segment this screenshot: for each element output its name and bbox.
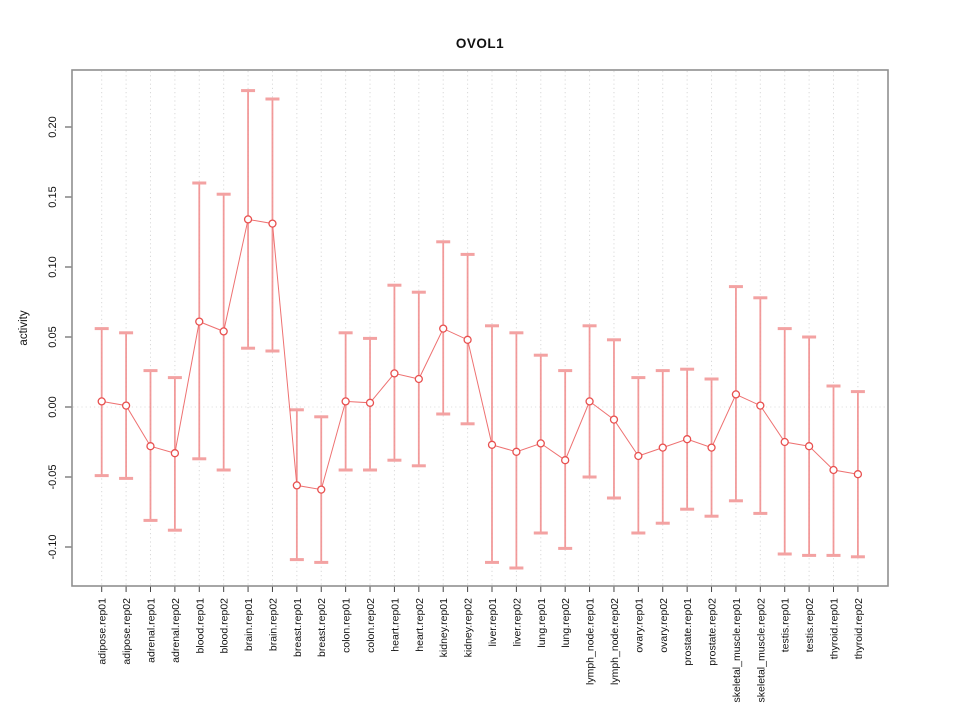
data-point [780, 437, 789, 447]
data-point [390, 369, 399, 378]
x-tick-label: breast.rep01 [292, 598, 304, 657]
x-tick-label: thyroid.rep02 [853, 598, 865, 659]
data-point [853, 470, 863, 479]
data-point [804, 442, 814, 451]
x-tick-label: skeletal_muscle.rep01 [731, 598, 743, 703]
x-tick-label: thyroid.rep01 [829, 598, 841, 659]
data-point [756, 401, 765, 410]
x-tick-label: ovary.rep02 [658, 598, 670, 653]
x-tick-label: adipose.rep02 [121, 598, 133, 665]
data-point [512, 447, 521, 456]
data-point [585, 397, 594, 406]
data-point [97, 397, 106, 406]
data-point [634, 451, 643, 461]
data-point [829, 465, 838, 475]
x-tick-label: testis.rep02 [804, 598, 816, 652]
data-point [317, 485, 326, 494]
data-point [195, 317, 204, 326]
y-tick-label: -0.10 [47, 534, 59, 559]
x-tick-label: testis.rep01 [780, 598, 792, 652]
x-tick-label: heart.rep02 [414, 598, 426, 652]
data-point [170, 449, 180, 458]
x-tick-label: skeletal_muscle.rep02 [755, 598, 767, 703]
data-point [731, 390, 741, 399]
series-line [101, 218, 858, 491]
data-point [414, 374, 423, 384]
x-tick-label: blood.rep02 [219, 598, 231, 654]
data-point [341, 397, 350, 406]
x-tick-label: prostate.rep01 [682, 598, 694, 666]
y-tick-label: 0.05 [47, 326, 59, 347]
x-tick-label: adrenal.rep01 [145, 598, 157, 663]
data-point [561, 456, 570, 465]
x-tick-label: kidney.rep02 [463, 598, 475, 658]
x-tick-label: colon.rep01 [341, 598, 353, 653]
data-point [682, 435, 692, 444]
x-tick-label: kidney.rep01 [438, 598, 450, 658]
x-tick-label: brain.rep02 [267, 598, 279, 651]
data-point [292, 481, 301, 490]
y-tick-label: -0.05 [47, 464, 59, 489]
x-tick-label: lung.rep02 [560, 598, 572, 648]
x-tick-label: ovary.rep01 [633, 598, 645, 653]
data-point [365, 398, 375, 407]
data-point [121, 401, 131, 410]
x-tick-label: colon.rep02 [365, 598, 377, 653]
data-point [707, 443, 716, 452]
y-axis-label: activity [18, 310, 30, 345]
x-tick-label: adipose.rep01 [97, 598, 109, 665]
data-point [268, 219, 277, 228]
chart-title: OVOL1 [455, 36, 505, 51]
data-point [536, 439, 545, 448]
x-tick-label: lymph_node.rep02 [609, 598, 621, 685]
x-tick-label: heart.rep01 [389, 598, 401, 652]
x-tick-label: adrenal.rep02 [170, 598, 182, 663]
data-point [439, 324, 448, 333]
x-tick-label: prostate.rep02 [707, 598, 719, 666]
data-point [243, 215, 253, 224]
x-tick-label: brain.rep01 [243, 598, 255, 651]
data-point [219, 327, 228, 336]
data-point [146, 442, 155, 451]
data-point [487, 440, 497, 449]
plot-box [71, 69, 889, 587]
y-tick-label: 0.00 [47, 396, 59, 417]
data-point [463, 335, 472, 344]
x-tick-label: lung.rep01 [536, 598, 548, 648]
data-point [609, 415, 619, 424]
data-point [658, 443, 667, 452]
x-tick-label: liver.rep01 [487, 598, 499, 647]
y-tick-label: 0.10 [47, 256, 59, 277]
y-tick-label: 0.15 [47, 186, 59, 207]
x-tick-label: lymph_node.rep01 [585, 598, 597, 685]
x-tick-label: liver.rep02 [511, 598, 523, 647]
y-tick-label: 0.20 [47, 116, 59, 137]
x-tick-label: blood.rep01 [194, 598, 206, 654]
x-tick-label: breast.rep02 [316, 598, 328, 657]
